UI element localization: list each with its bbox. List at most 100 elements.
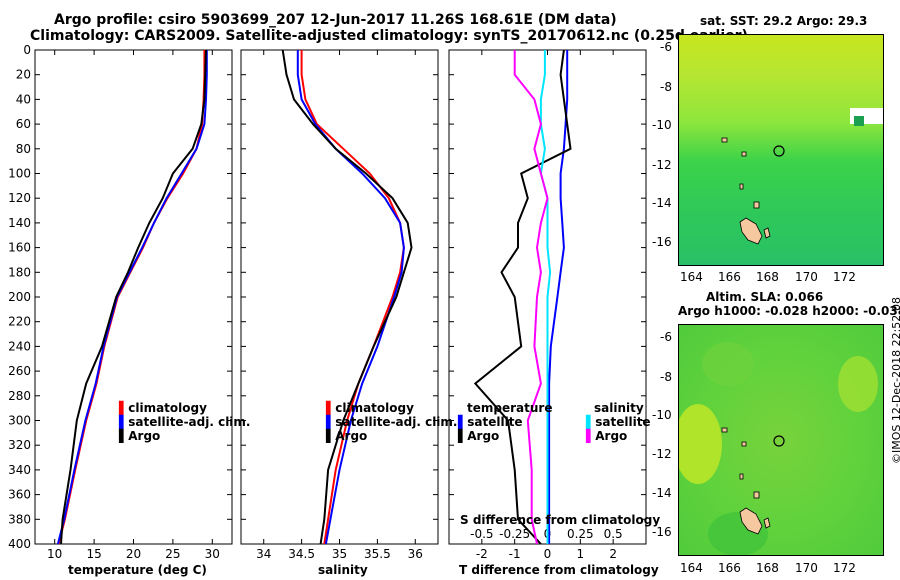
depth-tick-label: 400 — [8, 537, 31, 551]
temperature-panel: 0 20 40 60 80 100 120 140 160 180 200 220 240 260 280 3… — [8, 43, 233, 561]
figure-title-line2: Climatology: CARS2009. Satellite-adjuste… — [30, 28, 748, 44]
depth-tick-label: 280 — [8, 389, 31, 403]
sla-map-title-line1: Altim. SLA: 0.066 — [706, 290, 824, 304]
depth-tick-label: 160 — [8, 241, 31, 255]
x-tick-label: -1 — [509, 547, 521, 561]
x-tick-label: -2 — [476, 547, 488, 561]
sst-field — [678, 34, 884, 266]
series-line-argo — [281, 50, 413, 544]
sal-legend-clim: ▌climatology — [326, 401, 414, 415]
x-tick-label: 35 — [332, 547, 347, 561]
sla-xtick: 164 — [680, 561, 703, 575]
diff-legend-sal-sat: ▌satellite — [586, 415, 651, 429]
temp-xlabel: temperature (deg C) — [68, 563, 207, 577]
sst-warm-cell — [854, 116, 864, 126]
series-line-temperature-argo — [473, 50, 572, 544]
x-tick-label: 25 — [165, 547, 180, 561]
diff-legend-temp-sat: ▌satellite — [458, 415, 523, 429]
series-line-salinity-satellite — [539, 50, 552, 544]
x-tick-label: 36 — [408, 547, 423, 561]
sla-islands — [721, 427, 771, 535]
sla-ytick: -8 — [660, 370, 672, 384]
series-line-satellite-adj-clim- — [56, 50, 208, 544]
depth-tick-label: 100 — [8, 167, 31, 181]
series-line-temperature-satellite — [548, 50, 569, 544]
series-line-salinity-argo — [513, 50, 549, 544]
depth-tick-label: 200 — [8, 290, 31, 304]
depth-tick-label: 60 — [16, 117, 31, 131]
sla-ytick: -6 — [660, 330, 672, 344]
x-tick-label: 15 — [86, 547, 101, 561]
diff-s-xlabel: S difference from climatology — [460, 513, 661, 527]
x-tick-label: 34.5 — [288, 547, 315, 561]
temp-legend-clim: ▌climatology — [119, 401, 207, 415]
depth-tick-label: 80 — [16, 142, 31, 156]
x2-tick-label: -0.25 — [499, 527, 530, 541]
imos-credit: ©IMOS 12-Dec-2018 22:52:08 — [890, 297, 900, 464]
depth-tick-label: 340 — [8, 463, 31, 477]
sla-xtick: 168 — [756, 561, 779, 575]
sst-map-title: sat. SST: 29.2 Argo: 29.3 — [700, 14, 868, 28]
sla-argo-position-marker — [773, 435, 785, 447]
sst-xtick: 168 — [756, 270, 779, 284]
series-line-climatology — [57, 50, 206, 544]
depth-tick-label: 380 — [8, 512, 31, 526]
sla-ytick: -12 — [652, 447, 672, 461]
sst-argo-position-marker — [773, 145, 785, 157]
diff-legend-temp-header: temperature — [467, 401, 553, 415]
x2-tick-label: 0.25 — [567, 527, 594, 541]
diff-legend-sal-header: salinity — [594, 401, 644, 415]
sst-xtick: 164 — [680, 270, 703, 284]
sla-ytick: -16 — [652, 525, 672, 539]
sla-xtick: 166 — [718, 561, 741, 575]
sla-map-title-line2: Argo h1000: -0.028 h2000: -0.038 — [678, 304, 900, 318]
diff-legend-temp-argo: ▌Argo — [458, 429, 500, 443]
sst-xtick: 170 — [795, 270, 818, 284]
diff-legend-sal-argo: ▌Argo — [586, 429, 628, 443]
sst-islands — [721, 137, 771, 245]
sla-xtick: 170 — [795, 561, 818, 575]
depth-tick-label: 0 — [23, 43, 31, 57]
series-line-argo — [60, 50, 207, 544]
sst-xtick: 172 — [833, 270, 856, 284]
depth-tick-label: 120 — [8, 191, 31, 205]
difference-panel: -2 -1 0 1 2-0.5 -0.25 0 0.25 0.5 — [448, 49, 647, 561]
x-tick-label: 2 — [609, 547, 617, 561]
depth-tick-label: 40 — [16, 92, 31, 106]
depth-tick-label: 140 — [8, 216, 31, 230]
sst-ytick: -14 — [652, 196, 672, 210]
x-tick-label: 30 — [205, 547, 220, 561]
sst-ytick: -8 — [660, 80, 672, 94]
sal-xlabel: salinity — [318, 563, 368, 577]
x-tick-label: 1 — [577, 547, 585, 561]
depth-tick-label: 220 — [8, 315, 31, 329]
x-tick-label: 35.5 — [364, 547, 391, 561]
x2-tick-label: -0.5 — [470, 527, 493, 541]
sst-ytick: -6 — [660, 40, 672, 54]
sal-legend-argo: ▌Argo — [326, 429, 368, 443]
sst-map — [678, 34, 884, 266]
x-tick-label: 0 — [544, 547, 552, 561]
x-tick-label: 34 — [256, 547, 271, 561]
series-line-satellite-adj-clim- — [296, 50, 405, 544]
depth-tick-label: 260 — [8, 364, 31, 378]
sst-xtick: 166 — [718, 270, 741, 284]
depth-tick-label: 240 — [8, 339, 31, 353]
x-tick-label: 20 — [126, 547, 141, 561]
depth-tick-label: 360 — [8, 488, 31, 502]
figure-title-line1: Argo profile: csiro 5903699_207 12-Jun-2… — [54, 12, 617, 28]
sla-xtick: 172 — [833, 561, 856, 575]
salinity-panel: 34 34.5 35 35.5 36 — [240, 49, 439, 561]
sst-ytick: -10 — [652, 118, 672, 132]
diff-xlabel: T difference from climatology — [459, 563, 659, 577]
depth-tick-label: 320 — [8, 438, 31, 452]
x2-tick-label: 0.5 — [604, 527, 623, 541]
sst-ytick: -16 — [652, 235, 672, 249]
temp-legend-sat: ▌satellite-adj. clim. — [119, 415, 251, 429]
temp-legend-argo: ▌Argo — [119, 429, 161, 443]
sla-map — [678, 324, 884, 556]
series-line-climatology — [300, 50, 405, 544]
sal-legend-sat: ▌satellite-adj. clim. — [326, 415, 458, 429]
sla-ytick: -14 — [652, 486, 672, 500]
